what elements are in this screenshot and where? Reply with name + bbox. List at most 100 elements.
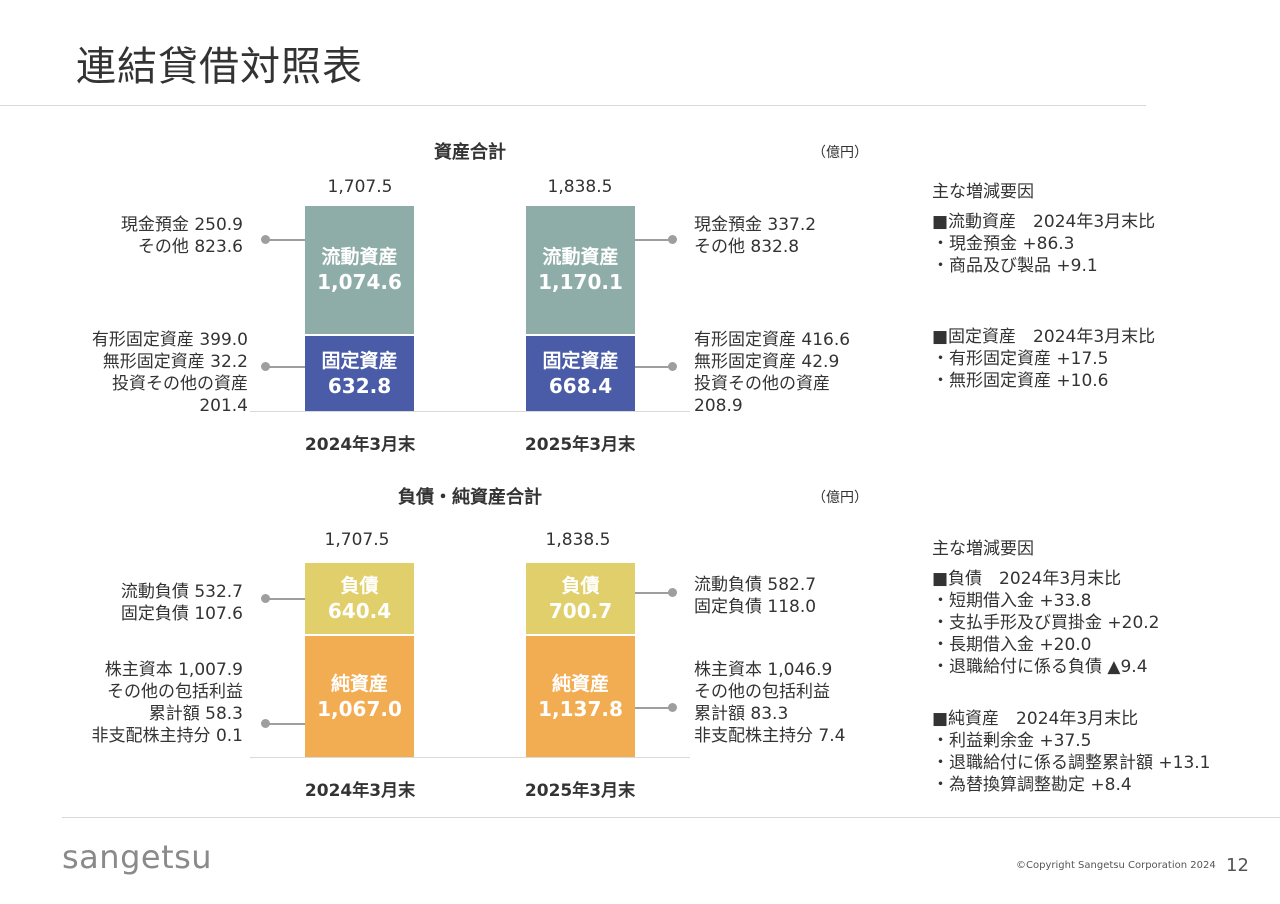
bar-total-label: 1,838.5: [545, 530, 611, 550]
factor-group: ■純資産 2024年3月末比 ・利益剰余金 +37.5 ・退職給付に係る調整累計…: [932, 708, 1211, 796]
segment-name: 純資産: [330, 672, 388, 695]
annotation-line: 累計額 83.3: [694, 704, 789, 724]
annotation-left-top: 現金預金 250.9 その他 823.6: [121, 214, 243, 258]
connector-dot: [261, 719, 270, 728]
segment-name: 流動資産: [542, 246, 619, 268]
segment-name: 負債: [340, 574, 379, 597]
factor-item: ・為替換算調整勘定 +8.4: [932, 775, 1132, 795]
annotation-line: その他の包括利益: [694, 682, 830, 702]
chart-baseline: [250, 411, 690, 412]
connector-dot: [668, 588, 677, 597]
annotation-line: 201.4: [199, 396, 248, 416]
annotation-right-bottom: 有形固定資産 416.6 無形固定資産 42.9 投資その他の資産 208.9: [694, 329, 850, 417]
annotation-line: 株主資本 1,007.9: [104, 660, 243, 680]
annotation-line: 非支配株主持分 7.4: [694, 726, 846, 746]
annotation-line: その他 832.8: [694, 237, 800, 257]
connector-dot: [261, 362, 270, 371]
segment-name: 固定資産: [321, 349, 398, 372]
annotation-left-bottom: 有形固定資産 399.0 無形固定資産 32.2 投資その他の資産 201.4: [92, 329, 248, 417]
factor-item: ・有形固定資産 +17.5: [932, 349, 1109, 369]
data-label: 700.7: [548, 598, 613, 623]
company-logo: sangetsu: [62, 838, 213, 876]
connector-line: [635, 707, 672, 709]
unit-label: （億円）: [812, 145, 868, 161]
bar-fixed-assets-2024: 固定資産 632.8: [305, 336, 414, 411]
bar-total-label: 1,707.5: [327, 177, 393, 197]
annotation-line: 現金預金 337.2: [694, 215, 817, 235]
factor-item: ・退職給付に係る調整累計額 +13.1: [932, 753, 1211, 773]
data-label: 1,067.0: [317, 696, 402, 721]
unit-label: （億円）: [812, 490, 868, 506]
bar-net-assets-2024: 純資産 1,067.0: [305, 636, 414, 757]
bar-liabilities-2024: 負債 640.4: [305, 563, 414, 634]
data-label: 1,137.8: [538, 696, 623, 721]
annotation-line: 無形固定資産 32.2: [102, 352, 248, 372]
factor-item: ・退職給付に係る負債 ▲9.4: [932, 657, 1148, 677]
connector-dot: [668, 362, 677, 371]
factor-group: ■流動資産 2024年3月末比 ・現金預金 +86.3 ・商品及び製品 +9.1: [932, 211, 1155, 277]
segment-name: 負債: [561, 574, 600, 597]
data-label: 668.4: [548, 373, 613, 398]
factor-group-title: ■純資産 2024年3月末比: [932, 709, 1139, 729]
page-number: 12: [1226, 855, 1249, 876]
page-title: 連結貸借対照表: [76, 44, 363, 90]
chart-title: 負債・純資産合計: [398, 487, 542, 508]
footer-divider: [62, 817, 1280, 818]
annotation-right-top: 現金預金 337.2 その他 832.8: [694, 214, 816, 258]
annotation-line: 流動負債 532.7: [120, 582, 243, 602]
annotation-line: その他の包括利益: [107, 682, 243, 702]
connector-dot: [261, 235, 270, 244]
bar-current-assets-2025: 流動資産 1,170.1: [526, 206, 635, 334]
factor-item: ・短期借入金 +33.8: [932, 591, 1092, 611]
connector-line: [266, 366, 305, 368]
x-tick-label: 2024年3月末: [304, 435, 416, 455]
factor-group-title: ■固定資産 2024年3月末比: [932, 327, 1156, 347]
factor-item: ・長期借入金 +20.0: [932, 635, 1092, 655]
bar-net-assets-2025: 純資産 1,137.8: [526, 636, 635, 757]
x-tick-label: 2025年3月末: [524, 435, 636, 455]
factor-group-title: ■流動資産 2024年3月末比: [932, 212, 1156, 232]
annotation-right-top: 流動負債 582.7 固定負債 118.0: [694, 574, 816, 618]
bar-current-assets-2024: 流動資産 1,074.6: [305, 206, 414, 334]
factor-item: ・利益剰余金 +37.5: [932, 731, 1092, 751]
annotation-line: 固定負債 118.0: [694, 597, 817, 617]
chart-baseline: [250, 757, 690, 758]
factor-item: ・商品及び製品 +9.1: [932, 256, 1098, 276]
annotation-line: その他 823.6: [137, 237, 243, 257]
annotation-line: 有形固定資産 399.0: [91, 330, 248, 350]
segment-name: 純資産: [551, 672, 609, 695]
bar-total-label: 1,707.5: [324, 530, 390, 550]
connector-line: [635, 239, 672, 241]
factors-heading: 主な増減要因: [932, 539, 1034, 559]
factor-item: ・現金預金 +86.3: [932, 234, 1075, 254]
data-label: 1,074.6: [317, 270, 402, 294]
factor-group: ■負債 2024年3月末比 ・短期借入金 +33.8 ・支払手形及び買掛金 +2…: [932, 568, 1160, 678]
annotation-line: 株主資本 1,046.9: [694, 660, 833, 680]
factor-item: ・無形固定資産 +10.6: [932, 371, 1109, 391]
annotation-right-bottom: 株主資本 1,046.9 その他の包括利益 累計額 83.3 非支配株主持分 7…: [694, 659, 845, 747]
annotation-line: 有形固定資産 416.6: [694, 330, 851, 350]
annotation-left-top: 流動負債 532.7 固定負債 107.6: [121, 581, 243, 625]
connector-line: [266, 239, 305, 241]
data-label: 640.4: [327, 598, 392, 623]
copyright-text: ©Copyright Sangetsu Corporation 2024: [1016, 860, 1216, 871]
annotation-line: 累計額 58.3: [148, 704, 243, 724]
data-label: 632.8: [327, 373, 392, 398]
connector-line: [635, 366, 672, 368]
chart-title: 資産合計: [434, 142, 506, 163]
annotation-line: 流動負債 582.7: [694, 575, 817, 595]
bar-total-label: 1,838.5: [547, 177, 613, 197]
factors-heading: 主な増減要因: [932, 182, 1034, 202]
connector-dot: [261, 594, 270, 603]
annotation-line: 208.9: [694, 396, 743, 416]
segment-name: 流動資産: [321, 246, 398, 268]
annotation-line: 非支配株主持分 0.1: [91, 726, 243, 746]
annotation-line: 固定負債 107.6: [120, 604, 243, 624]
segment-name: 固定資産: [542, 349, 619, 372]
annotation-line: 現金預金 250.9: [120, 215, 243, 235]
x-tick-label: 2024年3月末: [304, 781, 416, 801]
annotation-line: 投資その他の資産: [112, 374, 248, 394]
connector-line: [266, 723, 305, 725]
annotation-line: 無形固定資産 42.9: [694, 352, 840, 372]
bar-fixed-assets-2025: 固定資産 668.4: [526, 336, 635, 411]
